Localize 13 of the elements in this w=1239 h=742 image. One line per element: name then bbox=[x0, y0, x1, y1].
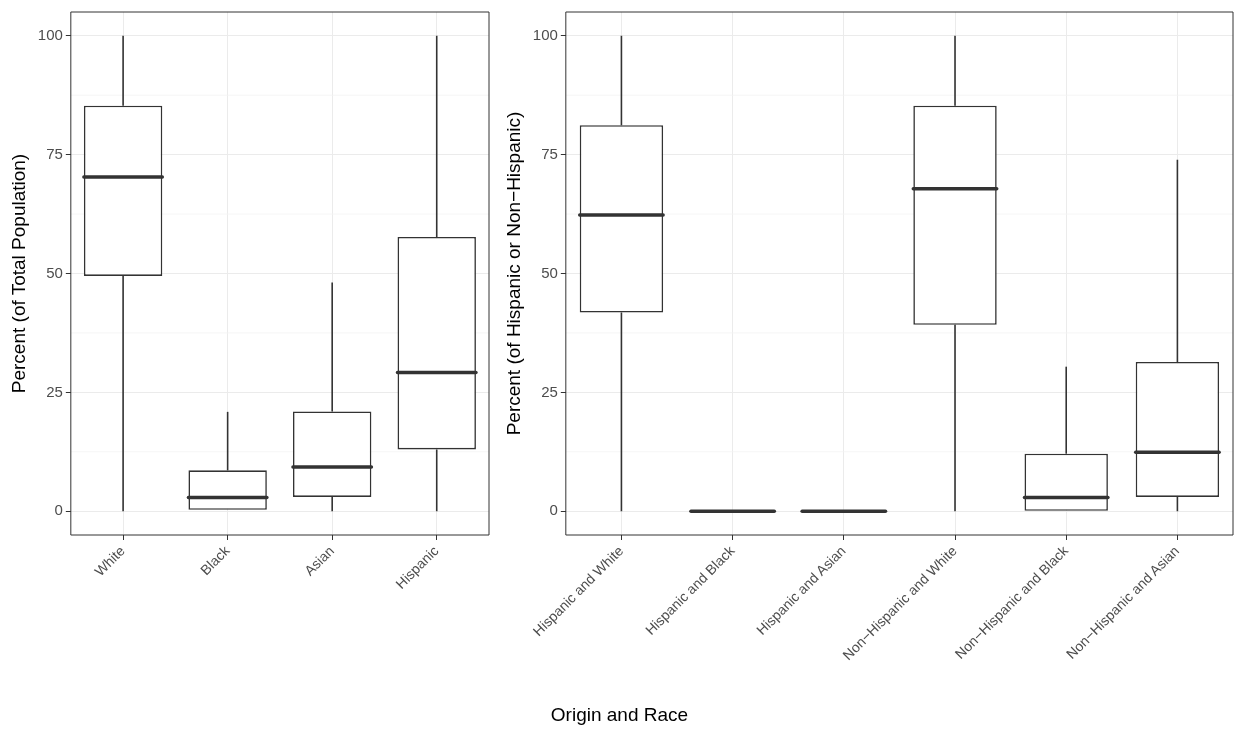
y-tick-label: 50 bbox=[46, 263, 63, 281]
y-axis-title: Percent (of Hispanic or Non−Hispanic) bbox=[502, 111, 524, 436]
y-tick-label: 0 bbox=[54, 501, 63, 519]
y-tick-label: 75 bbox=[541, 144, 558, 162]
y-tick-label: 25 bbox=[46, 382, 63, 400]
y-tick-label: 100 bbox=[532, 25, 558, 43]
y-axis-title: Percent (of Total Population) bbox=[7, 153, 29, 394]
y-tick-label: 100 bbox=[37, 25, 63, 43]
y-tick-label: 75 bbox=[46, 144, 63, 162]
x-axis-title: Origin and Race bbox=[549, 704, 690, 726]
y-tick-label: 25 bbox=[541, 382, 558, 400]
y-tick-label: 50 bbox=[541, 263, 558, 281]
y-tick-label: 0 bbox=[549, 501, 558, 519]
